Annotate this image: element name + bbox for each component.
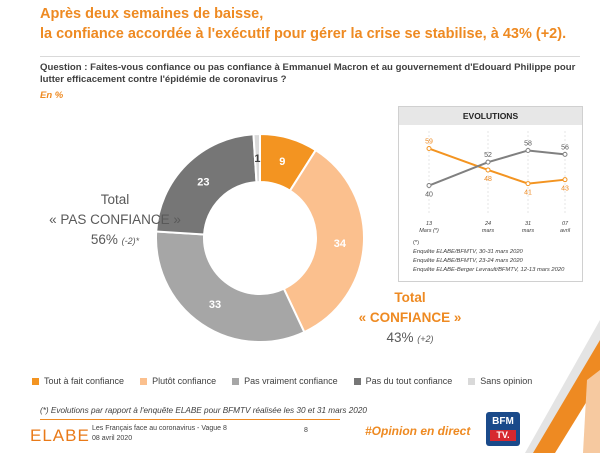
footer-divider [40,419,340,420]
total-confiance-value-line: 43% (+2) [330,328,490,349]
legend-swatch-0 [32,377,39,385]
donut-slice-2 [155,230,306,343]
elabe-logo: ELABE [30,426,90,445]
donut-label-4: 1 [254,153,260,165]
evo-tick-2-1: mars [522,228,534,234]
footnote: (*) Evolutions par rapport à l'enquête E… [40,406,367,415]
donut-slice-4 [252,132,261,184]
evo-point-0-3 [562,177,568,183]
total-confiance-title: « CONFIANCE » [358,310,462,325]
evo-tick-0-1: Mars (*) [419,228,439,234]
title-divider [40,56,580,57]
evo-point-1-3 [562,151,568,157]
footer-study: Les Français face au coronavirus - Vague… [92,425,227,432]
donut-slice-3 [155,133,258,236]
evo-tick-1-1: mars [482,228,494,234]
evo-value-0-2: 41 [524,190,532,197]
source-1: Enquête ELABE/BFMTV, 30-31 mars 2020 [413,249,523,255]
legend-item-4: Sans opinion [468,376,532,386]
sources-star: (*) [413,240,420,246]
legend-label-4: Sans opinion [480,376,533,386]
slide-title: Après deux semaines de baisse, la confia… [40,4,580,44]
donut-chart: 9 34 33 23 1 [155,132,365,343]
total-pas-confiance-label: Total [100,192,130,207]
evolutions-title: EVOLUTIONS [399,107,582,125]
evo-point-1-0 [426,183,432,189]
evo-value-0-0: 59 [425,139,433,146]
evo-point-1-2 [525,147,531,153]
legend-swatch-4 [468,377,476,385]
corner-stroke-light [525,320,600,453]
bfm-logo-line2: TV. [490,430,516,441]
legend-swatch-2 [232,377,240,385]
survey-question: Question : Faites-vous confiance ou pas … [40,62,576,85]
total-confiance-change: (+2) [417,334,434,344]
total-pas-confiance-value-line: 56% (-2)* [40,230,190,251]
total-pas-confiance-change: (-2)* [121,236,140,246]
title-line-2: la confiance accordée à l'exécutif pour … [40,26,567,42]
total-confiance-value: 43% [386,330,414,345]
legend-item-2: Pas vraiment confiance [232,376,338,386]
legend-swatch-1 [140,377,148,385]
evo-value-0-3: 43 [561,186,569,193]
page-number: 8 [304,427,308,434]
unit-label: En % [40,90,64,101]
hashtag: #Opinion en direct [365,424,471,438]
total-confiance: Total « CONFIANCE » 43% (+2) [330,288,490,349]
evo-value-1-1: 52 [484,152,492,159]
title-line-1: Après deux semaines de baisse, [40,6,264,22]
evolutions-panel: EVOLUTIONS 13 Mars (*) 24 mars 31 mars 07 avril… [398,106,583,282]
evo-point-0-2 [525,181,531,187]
total-pas-confiance-title: « PAS CONFIANCE » [49,212,181,227]
legend-label-2: Pas vraiment confiance [244,376,338,386]
legend-label-0: Tout à fait confiance [44,376,125,386]
donut-label-3: 23 [197,176,209,188]
corner-decoration [525,320,600,453]
chart-legend: Tout à fait confiance Plutôt confiance Pas… [32,376,548,386]
bfmtv-logo: BFM TV. [486,412,520,446]
total-pas-confiance: Total « PAS CONFIANCE » 56% (-2)* [40,190,190,251]
legend-item-0: Tout à fait confiance [32,376,124,386]
legend-label-3: Pas du tout confiance [365,376,453,386]
bfm-logo-line1: BFM [492,416,514,427]
evo-value-1-2: 58 [524,140,532,147]
legend-item-3: Pas du tout confiance [353,376,453,386]
evolutions-sources: (*) Enquête ELABE/BFMTV, 30-31 mars 2020… [413,239,564,275]
legend-swatch-3 [353,377,361,385]
corner-stroke-orange [533,340,600,453]
total-pas-confiance-value: 56% [90,232,118,247]
donut-slice-1 [282,148,365,334]
evo-tick-3-0: 07 [562,221,569,227]
legend-label-1: Plutôt confiance [152,376,217,386]
total-confiance-label: Total [394,290,426,305]
evo-series-line-1 [428,149,566,187]
evo-value-1-0: 40 [425,192,433,199]
donut-label-0: 9 [279,156,285,168]
evo-tick-1-0: 24 [484,221,491,227]
evo-point-0-1 [485,167,491,173]
evo-point-1-1 [485,159,491,165]
evo-value-0-1: 48 [484,176,492,183]
evo-tick-0-0: 13 [426,221,433,227]
evo-value-1-3: 56 [561,144,569,151]
evo-tick-3-1: avril [560,228,571,234]
corner-stroke-peach [583,370,600,453]
evo-tick-2-0: 31 [525,221,531,227]
footer-date: 08 avril 2020 [92,435,133,442]
evo-series-line-0 [428,147,566,185]
donut-label-2: 33 [209,299,221,311]
source-2: Enquête ELABE/BFMTV, 23-24 mars 2020 [413,258,523,264]
legend-item-1: Plutôt confiance [140,376,216,386]
donut-label-1: 34 [334,238,347,250]
footer-study-info: Les Français face au coronavirus - Vague… [92,424,227,444]
evo-point-0-0 [426,146,432,152]
source-3: Enquête ELABE-Berger Levrault/BFMTV, 12-… [413,267,565,273]
